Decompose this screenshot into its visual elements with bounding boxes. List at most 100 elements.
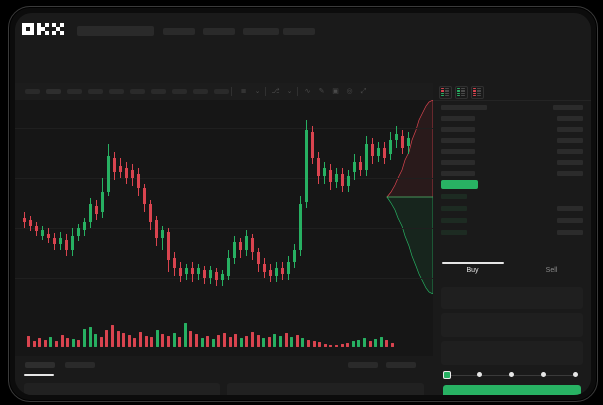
bottom-action[interactable] bbox=[386, 362, 416, 368]
slider-step-dot[interactable] bbox=[476, 372, 482, 377]
orders-list-panel[interactable] bbox=[24, 383, 220, 395]
candle-body bbox=[377, 148, 380, 156]
order-price-field[interactable] bbox=[441, 313, 583, 337]
toolbar-divider bbox=[231, 87, 232, 96]
timeframe-button[interactable] bbox=[193, 89, 208, 94]
orderbook-ask-row[interactable] bbox=[441, 138, 475, 143]
timeframe-button[interactable] bbox=[151, 89, 166, 94]
volume-bar bbox=[363, 338, 366, 347]
candle-body bbox=[137, 174, 140, 188]
camera-snapshot-icon[interactable]: ▣ bbox=[332, 88, 339, 95]
timeframe-button[interactable] bbox=[25, 89, 40, 94]
bottom-tab[interactable] bbox=[65, 362, 95, 368]
candle-body bbox=[179, 268, 182, 276]
candle-body bbox=[359, 162, 362, 170]
candle-body bbox=[371, 144, 374, 156]
volume-bar bbox=[217, 335, 221, 347]
orderbook-bid-row[interactable] bbox=[441, 218, 467, 223]
timeframe-button[interactable] bbox=[109, 89, 124, 94]
fullscreen-icon[interactable]: ⤢ bbox=[360, 88, 367, 95]
candle-body bbox=[401, 136, 404, 148]
candle-body bbox=[59, 238, 62, 244]
candle-body bbox=[341, 174, 344, 186]
candle-body bbox=[317, 158, 320, 176]
volume-bar bbox=[43, 340, 47, 347]
volume-bar bbox=[379, 337, 383, 347]
ask-depth-area bbox=[386, 99, 434, 198]
compare-icon[interactable]: ⎇ bbox=[271, 88, 280, 95]
bottom-tab-active[interactable] bbox=[25, 362, 55, 368]
candle-body bbox=[119, 166, 122, 172]
volume-bar bbox=[60, 335, 64, 347]
slider-handle[interactable] bbox=[443, 371, 451, 379]
orderbook-ask-row[interactable] bbox=[441, 127, 475, 132]
orderbook-asks-icon[interactable] bbox=[471, 86, 484, 99]
volume-bar bbox=[122, 333, 126, 347]
nav-item[interactable] bbox=[163, 28, 195, 35]
tab-buy[interactable]: Buy bbox=[466, 267, 479, 274]
compare-chevron-icon[interactable]: ⌄ bbox=[286, 88, 293, 95]
timeframe-button[interactable] bbox=[46, 89, 61, 94]
slider-step-dot[interactable] bbox=[540, 372, 546, 377]
positions-list-panel[interactable] bbox=[227, 383, 424, 395]
orderbook-ask-row[interactable] bbox=[441, 116, 475, 121]
timeframe-button[interactable] bbox=[172, 89, 187, 94]
orderbook-bid-row[interactable] bbox=[441, 206, 467, 211]
candle-body bbox=[245, 236, 248, 250]
volume-bar bbox=[351, 341, 355, 347]
timeframe-button[interactable] bbox=[88, 89, 103, 94]
chart-gridline bbox=[15, 178, 433, 179]
orderbook-ask-row[interactable] bbox=[441, 171, 475, 176]
order-amount-field[interactable] bbox=[441, 341, 583, 365]
order-type-field[interactable] bbox=[441, 287, 583, 309]
candle-body bbox=[71, 236, 74, 250]
candle-body bbox=[197, 268, 200, 274]
timeframe-button[interactable] bbox=[214, 89, 229, 94]
indicators-icon[interactable]: ≣ bbox=[240, 88, 247, 95]
candle-body bbox=[269, 270, 272, 276]
nav-item[interactable] bbox=[203, 28, 235, 35]
candle-body bbox=[83, 222, 86, 230]
nav-item[interactable] bbox=[283, 28, 315, 35]
slider-step-dot[interactable] bbox=[572, 372, 578, 377]
orderbook-ask-row[interactable] bbox=[441, 105, 487, 110]
candlestick-chart[interactable] bbox=[15, 99, 434, 304]
nav-item[interactable] bbox=[243, 28, 279, 35]
volume-bar bbox=[374, 339, 378, 347]
orderbook-spread-row[interactable] bbox=[441, 180, 478, 189]
okx-logo-icon[interactable] bbox=[22, 23, 64, 38]
orderbook-bids-icon[interactable] bbox=[455, 86, 468, 99]
bottom-action[interactable] bbox=[348, 362, 378, 368]
volume-bar bbox=[301, 338, 305, 347]
candle-body bbox=[263, 264, 266, 272]
volume-bar bbox=[77, 340, 81, 347]
volume-bar bbox=[245, 336, 249, 347]
orderbook-ask-row[interactable] bbox=[441, 149, 475, 154]
orderbook-bid-row[interactable] bbox=[441, 194, 467, 199]
order-amount-slider[interactable] bbox=[443, 371, 579, 379]
submit-buy-button[interactable] bbox=[443, 385, 581, 395]
orderbook-both-icon[interactable] bbox=[439, 86, 452, 99]
tab-sell[interactable]: Sell bbox=[545, 267, 558, 274]
volume-bar bbox=[127, 335, 131, 347]
indicators-chevron-icon[interactable]: ⌄ bbox=[254, 88, 261, 95]
volume-bar bbox=[105, 330, 109, 347]
volume-bar bbox=[155, 330, 159, 347]
search-input[interactable] bbox=[77, 26, 154, 36]
candle-body bbox=[161, 230, 164, 238]
volume-bar bbox=[27, 336, 30, 347]
volume-bar bbox=[32, 341, 36, 347]
slider-step-dot[interactable] bbox=[508, 372, 514, 377]
volume-bar bbox=[88, 327, 92, 347]
orderbook-bid-row[interactable] bbox=[441, 230, 467, 235]
settings-gear-icon[interactable]: ◎ bbox=[346, 88, 353, 95]
orderbook-ask-row[interactable] bbox=[441, 160, 475, 165]
volume-bar bbox=[368, 341, 372, 347]
line-style-icon[interactable]: ∿ bbox=[304, 88, 311, 95]
bottom-tab-underline bbox=[24, 374, 54, 376]
timeframe-button[interactable] bbox=[67, 89, 82, 94]
volume-bar bbox=[223, 333, 226, 347]
pencil-draw-icon[interactable]: ✎ bbox=[318, 88, 325, 95]
timeframe-button[interactable] bbox=[130, 89, 145, 94]
candle-body bbox=[287, 262, 290, 274]
